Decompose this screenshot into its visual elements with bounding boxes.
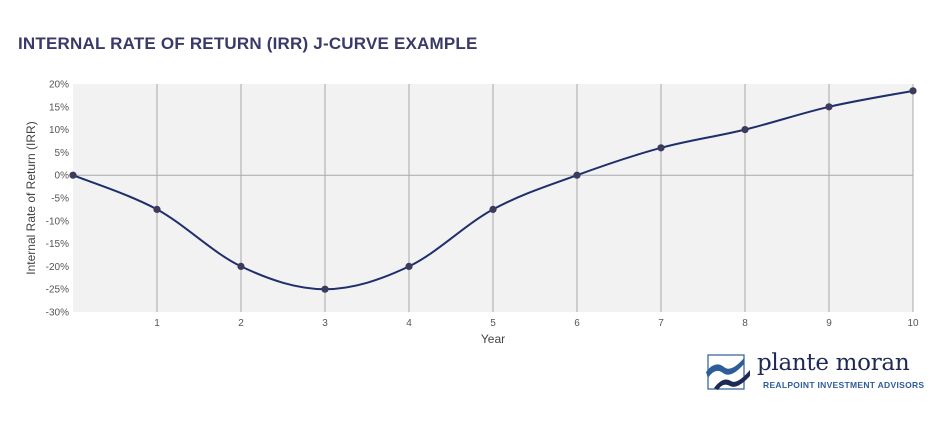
y-tick-label: 5% xyxy=(55,148,70,159)
x-tick-label: 8 xyxy=(742,318,748,329)
y-axis-title: Internal Rate of Return (IRR) xyxy=(24,121,38,274)
data-point xyxy=(909,87,917,95)
x-axis-ticks: 1 2 3 4 5 6 7 8 9 10 xyxy=(154,318,919,329)
logo-wordmark: plante moran xyxy=(757,350,910,376)
data-point xyxy=(825,103,833,111)
data-points xyxy=(69,87,917,293)
plante-moran-logo-icon xyxy=(706,354,750,390)
y-axis-ticks: 20% 15% 10% 5% 0% -5% -10% -15% -20% -25% -30% xyxy=(46,80,69,319)
data-point xyxy=(237,262,245,270)
x-tick-label: 1 xyxy=(154,318,160,329)
y-tick-label: 20% xyxy=(49,80,69,91)
data-point xyxy=(153,205,161,213)
y-tick-label: -15% xyxy=(46,239,69,250)
data-point xyxy=(405,262,413,270)
y-tick-label: -20% xyxy=(46,262,69,273)
logo-subtitle: REALPOINT INVESTMENT ADVISORS xyxy=(763,380,925,390)
x-tick-label: 7 xyxy=(658,318,664,329)
y-tick-label: 0% xyxy=(55,171,70,182)
y-tick-label: -25% xyxy=(46,285,69,296)
page-title: INTERNAL RATE OF RETURN (IRR) J-CURVE EX… xyxy=(18,34,478,53)
y-tick-label: 10% xyxy=(49,125,69,136)
y-tick-label: -5% xyxy=(51,194,69,205)
x-tick-label: 3 xyxy=(322,318,328,329)
data-point xyxy=(69,171,77,179)
x-axis-title: Year xyxy=(481,332,505,346)
x-tick-label: 5 xyxy=(490,318,496,329)
irr-j-curve-chart: 20% 15% 10% 5% 0% -5% -10% -15% -20% -25% -30% 1 2 3… xyxy=(24,80,919,347)
y-tick-label: 15% xyxy=(49,102,69,113)
grid-lines xyxy=(73,84,914,312)
x-tick-label: 6 xyxy=(574,318,580,329)
x-tick-label: 10 xyxy=(907,318,919,329)
x-tick-label: 9 xyxy=(826,318,832,329)
x-tick-label: 4 xyxy=(406,318,412,329)
data-point xyxy=(741,126,749,134)
y-tick-label: -10% xyxy=(46,216,69,227)
data-point xyxy=(321,285,329,293)
plante-moran-logo: plante moran REALPOINT INVESTMENT ADVISO… xyxy=(706,350,925,396)
data-point xyxy=(657,144,665,152)
x-tick-label: 2 xyxy=(238,318,244,329)
data-point xyxy=(489,205,497,213)
y-tick-label: -30% xyxy=(46,308,69,319)
data-point xyxy=(573,171,581,179)
